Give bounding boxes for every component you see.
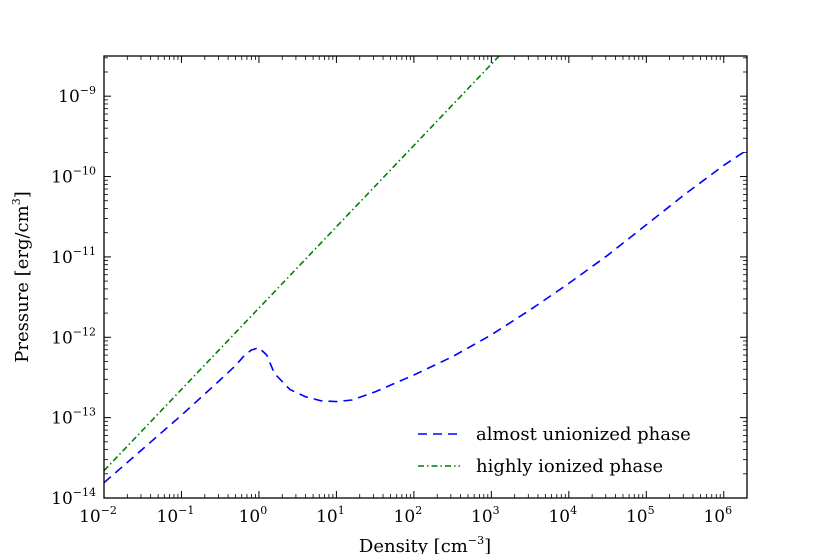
- x-tick-label: 102: [394, 504, 423, 527]
- x-tick-label: 104: [548, 504, 577, 527]
- legend-label-highly-ionized-phase: highly ionized phase: [476, 456, 663, 477]
- x-tick-labels: 10−2 10−1 100 101 102 103 104 105 106: [79, 504, 732, 527]
- y-axis-label: Pressure [erg/cm3]: [10, 191, 33, 362]
- y-tick-label: 10−13: [51, 406, 96, 429]
- plot-frame: [103, 55, 748, 499]
- x-tick-label: 100: [239, 504, 268, 527]
- series-line-almost-unionized-phase: [104, 149, 747, 484]
- y-tick-label: 10−11: [51, 245, 96, 268]
- legend-label-almost-unionized-phase: almost unionized phase: [476, 424, 691, 445]
- plot-background: [104, 56, 747, 498]
- y-tick-label: 10−12: [51, 325, 96, 348]
- x-tick-label: 105: [626, 504, 655, 527]
- x-tick-label: 106: [703, 504, 732, 527]
- y-tick-label: 10−9: [58, 84, 96, 107]
- series-line-highly-ionized-phase: [104, 56, 500, 472]
- y-tick-label: 10−14: [51, 486, 96, 509]
- x-tick-label: 103: [471, 504, 500, 527]
- x-tick-label: 10−2: [79, 504, 117, 527]
- legend: almost unionized phase highly ionized ph…: [418, 424, 691, 477]
- x-axis-label: Density [cm−3]: [359, 534, 491, 554]
- x-tick-label: 101: [316, 504, 345, 527]
- x-tick-label: 10−1: [157, 504, 195, 527]
- minor-ticks: [104, 56, 747, 498]
- y-tick-label: 10−10: [51, 165, 96, 188]
- y-tick-labels: 10−14 10−13 10−12 10−11 10−10 10−9: [51, 84, 96, 509]
